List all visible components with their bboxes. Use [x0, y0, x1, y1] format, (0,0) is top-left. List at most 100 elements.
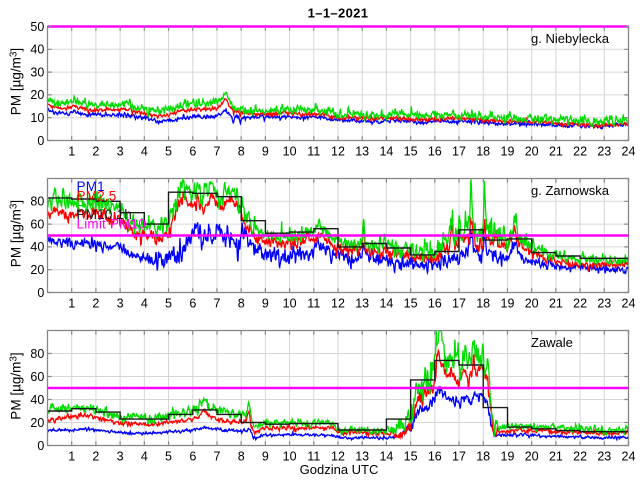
svg-text:9: 9: [262, 450, 269, 464]
svg-text:21: 21: [549, 145, 563, 159]
svg-text:20: 20: [525, 145, 539, 159]
svg-text:8: 8: [238, 450, 245, 464]
svg-text:8: 8: [238, 297, 245, 311]
svg-text:60: 60: [30, 217, 44, 231]
svg-text:40: 40: [30, 43, 44, 57]
svg-text:3: 3: [117, 297, 124, 311]
svg-text:5: 5: [165, 145, 172, 159]
svg-text:0: 0: [37, 134, 44, 148]
svg-text:8: 8: [238, 145, 245, 159]
svg-text:2: 2: [92, 450, 99, 464]
svg-text:15: 15: [404, 450, 418, 464]
svg-text:40: 40: [30, 393, 44, 407]
svg-text:21: 21: [549, 297, 563, 311]
svg-text:0: 0: [37, 286, 44, 300]
svg-text:10: 10: [283, 297, 297, 311]
svg-text:14: 14: [379, 297, 393, 311]
svg-text:30: 30: [30, 65, 44, 79]
svg-text:11: 11: [307, 145, 320, 159]
svg-text:20: 20: [525, 297, 539, 311]
svg-text:22: 22: [573, 450, 587, 464]
svg-text:80: 80: [30, 347, 44, 361]
svg-text:3: 3: [117, 450, 124, 464]
svg-text:22: 22: [573, 145, 587, 159]
svg-text:20: 20: [525, 450, 539, 464]
svg-text:PM [µg/m3]: PM [µg/m3]: [8, 200, 23, 267]
svg-text:6: 6: [189, 145, 196, 159]
svg-text:PM2.5: PM2.5: [77, 188, 117, 203]
svg-text:PM10: PM10: [77, 198, 113, 213]
svg-text:11: 11: [307, 450, 320, 464]
svg-text:17: 17: [452, 450, 466, 464]
svg-text:Limit PM10: Limit PM10: [77, 217, 147, 232]
svg-text:g. Niebylecka: g. Niebylecka: [531, 31, 610, 46]
svg-text:15: 15: [404, 145, 418, 159]
svg-text:13: 13: [355, 145, 369, 159]
svg-text:19: 19: [501, 297, 515, 311]
svg-text:5: 5: [165, 450, 172, 464]
svg-text:12: 12: [331, 450, 345, 464]
svg-text:5: 5: [165, 297, 172, 311]
svg-text:PM [µg/m3]: PM [µg/m3]: [8, 48, 23, 115]
svg-text:20: 20: [30, 263, 44, 277]
svg-text:PM1: PM1: [77, 179, 105, 194]
svg-text:6: 6: [189, 297, 196, 311]
svg-text:3: 3: [117, 145, 124, 159]
svg-text:PM10 1h: PM10 1h: [77, 207, 132, 222]
svg-text:23: 23: [597, 297, 611, 311]
svg-text:4: 4: [141, 145, 148, 159]
svg-text:g. Zarnowska: g. Zarnowska: [531, 183, 610, 198]
svg-text:18: 18: [476, 145, 490, 159]
svg-text:11: 11: [307, 297, 320, 311]
svg-text:50: 50: [30, 20, 44, 34]
svg-text:PM [µg/m3]: PM [µg/m3]: [8, 352, 23, 419]
svg-text:10: 10: [283, 145, 297, 159]
svg-text:15: 15: [404, 297, 418, 311]
svg-text:1: 1: [68, 450, 75, 464]
svg-text:19: 19: [501, 450, 515, 464]
svg-text:23: 23: [597, 145, 611, 159]
svg-text:2: 2: [92, 297, 99, 311]
svg-text:10: 10: [283, 450, 297, 464]
svg-text:1: 1: [68, 145, 75, 159]
svg-text:60: 60: [30, 370, 44, 384]
svg-text:12: 12: [331, 145, 345, 159]
svg-text:16: 16: [428, 450, 442, 464]
svg-text:1: 1: [68, 297, 75, 311]
svg-text:80: 80: [30, 195, 44, 209]
svg-text:4: 4: [141, 297, 148, 311]
svg-text:9: 9: [262, 145, 269, 159]
svg-text:14: 14: [379, 145, 393, 159]
svg-text:1–1–2021: 1–1–2021: [308, 5, 369, 20]
svg-text:23: 23: [597, 450, 611, 464]
svg-text:17: 17: [452, 297, 466, 311]
svg-text:4: 4: [141, 450, 148, 464]
svg-text:6: 6: [189, 450, 196, 464]
svg-text:40: 40: [30, 240, 44, 254]
svg-text:16: 16: [428, 145, 442, 159]
svg-text:18: 18: [476, 450, 490, 464]
svg-text:18: 18: [476, 297, 490, 311]
svg-text:7: 7: [214, 145, 221, 159]
svg-text:22: 22: [573, 297, 587, 311]
svg-text:12: 12: [331, 297, 345, 311]
svg-text:14: 14: [379, 450, 393, 464]
svg-text:9: 9: [262, 297, 269, 311]
svg-text:20: 20: [30, 416, 44, 430]
svg-text:Zawale: Zawale: [531, 335, 573, 350]
svg-text:17: 17: [452, 145, 466, 159]
svg-text:24: 24: [622, 450, 636, 464]
svg-text:19: 19: [501, 145, 515, 159]
svg-text:20: 20: [30, 88, 44, 102]
svg-text:Godzina UTC: Godzina UTC: [300, 462, 379, 477]
svg-text:21: 21: [549, 450, 563, 464]
svg-text:0: 0: [37, 439, 44, 453]
svg-text:2: 2: [92, 145, 99, 159]
svg-text:7: 7: [214, 450, 221, 464]
svg-text:7: 7: [214, 297, 221, 311]
svg-text:16: 16: [428, 297, 442, 311]
svg-text:24: 24: [622, 297, 636, 311]
svg-text:13: 13: [355, 450, 369, 464]
svg-text:24: 24: [622, 145, 636, 159]
svg-text:10: 10: [30, 111, 44, 125]
